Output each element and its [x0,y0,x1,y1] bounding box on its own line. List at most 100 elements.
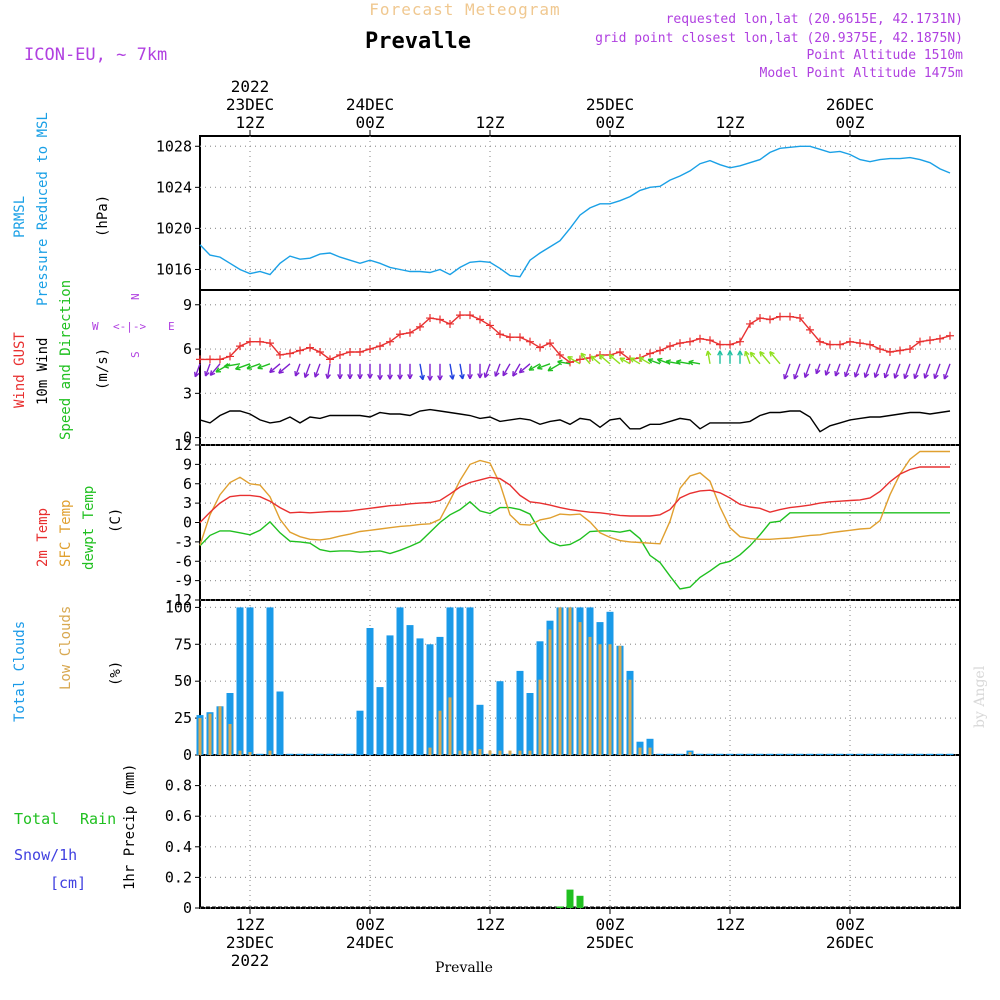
precip-ylabel: 1hr Precip (mm) [122,764,138,890]
y-tick-label: 0.6 [165,807,192,825]
gust-marker [486,321,494,330]
wind-arrow-head [793,373,799,380]
low-cloud-bar [568,607,572,755]
wind-arrow-head [357,374,363,380]
wind-arrow [326,363,331,379]
gust-marker [296,346,304,355]
total-cloud-bar [646,738,654,755]
wind-arrow [943,363,951,380]
wind-arrow-head [257,364,263,370]
gust-marker [826,340,834,349]
wind-arrow-head [705,350,712,356]
wind-arrow [590,355,601,365]
wind-arrow [557,360,571,365]
total-cloud-bar [246,607,254,755]
wind-arrow-head [427,375,433,381]
gust-marker [386,337,394,346]
temperature-panel: -12-9 -6-30 36 912 [165,436,960,609]
bottom-tick-hour: 00Z [836,915,865,934]
wind-arrow [537,363,551,370]
gust-marker [516,333,524,342]
low-cloud-bar [638,747,642,755]
wind-arrow-head [377,374,383,380]
total-cloud-bar [456,607,464,755]
bottom-tick-date: 25DEC [586,933,634,952]
wind-arrow-head [204,370,210,377]
wind-arrow-head [843,371,850,378]
total-cloud-bar [526,693,534,755]
footer-station: Prevalle [435,960,493,976]
wind-arrow-head [518,367,525,374]
gust-marker [446,319,454,328]
wind-arrow [825,363,831,376]
total-cloud-bar [886,753,894,755]
low-cloud-bar [228,724,232,755]
pressure-label-1: PRMSL [12,196,28,238]
top-tick-date: 24DEC [346,95,394,114]
y-tick-label: 1020 [156,219,192,237]
wind-arrow [518,363,531,374]
total-cloud-bar [446,607,454,755]
temp-unit: (C) [108,508,124,533]
gust-marker [786,312,794,321]
top-tick-date: 26DEC [826,95,874,114]
total-cloud-bar [926,753,934,755]
top-tick-hour: 12Z [476,113,505,132]
y-tick-label: 3 [183,494,192,512]
low-cloud-bar [208,713,212,755]
wind-arrow [608,354,621,365]
wind-arrow-head [512,371,518,377]
rain-bar [576,895,584,908]
total-cloud-bar [306,753,314,755]
wind-arrow-head [387,374,393,380]
low-cloud-bar [648,747,652,755]
wind-arrow-head [477,373,483,379]
gust-marker [716,340,724,349]
gust-marker [706,336,714,345]
wind-arrow-head [608,353,615,360]
y-tick-label: 6 [183,475,192,493]
wind-arrow-head [853,372,860,378]
total-cloud-bar [426,644,434,755]
wind-arrow [235,363,251,370]
wind-panel: 0 3 6 9 [183,296,960,447]
total-cloud-bar [716,753,724,755]
wind-arrow [647,358,661,365]
gust-marker [806,325,814,334]
wind-speed-line [199,408,951,433]
rain-bar [556,906,564,908]
wind-arrow [894,363,901,379]
total-cloud-bar [466,607,474,755]
total-cloud-bar [476,704,484,755]
gust-marker [246,337,254,346]
total-cloud-bar [876,753,884,755]
wind-gust-line [200,314,951,364]
wind-arrow-head [688,359,694,366]
wind-arrow-head [665,359,672,365]
temp-label-2: SFC Temp [58,500,74,567]
gust-marker [306,343,314,352]
gust-marker [666,342,674,351]
requested-coords: requested lon,lat (20.9615E, 42.1731N) [666,12,963,27]
low-cloud-bar [518,750,522,755]
total-cloud-bar [946,753,954,755]
wind-arrow-head [675,359,682,365]
gust-marker [496,330,504,339]
rain-bar [566,889,574,908]
total-cloud-bar [356,710,364,755]
gust-marker [336,350,344,359]
wind-arrow-head [744,350,750,357]
wind-arrow-head [557,359,563,366]
gust-marker [216,355,224,364]
total-cloud-bar [726,753,734,755]
total-cloud-bar [256,753,264,755]
wind-arrow [512,363,521,377]
grid-coords: grid point closest lon,lat (20.9375E, 42… [595,31,963,46]
gust-marker [436,315,444,324]
wind-arrow-head [235,364,241,371]
precip-label-cm: [cm] [50,874,86,892]
wind-arrow-head [215,367,222,373]
gust-marker [916,337,924,346]
gust-marker [676,339,684,348]
y-tick-label: 50 [174,672,192,690]
